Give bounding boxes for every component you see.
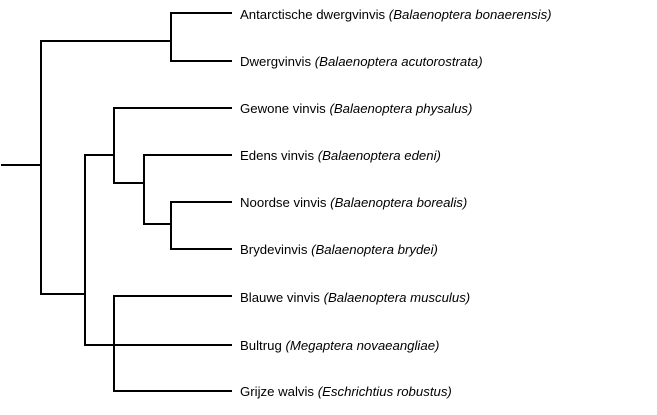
common-name: Bultrug xyxy=(240,338,282,353)
scientific-name: (Balaenoptera bonaerensis) xyxy=(389,7,552,22)
common-name: Edens vinvis xyxy=(240,148,314,163)
leaf-label-antarctische-dwergvinvis: Antarctische dwergvinvis (Balaenoptera b… xyxy=(240,7,552,22)
common-name: Brydevinvis xyxy=(240,242,308,257)
scientific-name: (Balaenoptera physalus) xyxy=(329,101,472,116)
leaf-label-blauwe-vinvis: Blauwe vinvis (Balaenoptera musculus) xyxy=(240,290,470,305)
scientific-name: (Balaenoptera edeni) xyxy=(318,148,441,163)
leaf-label-grijze-walvis: Grijze walvis (Eschrichtius robustus) xyxy=(240,384,452,399)
common-name: Grijze walvis xyxy=(240,384,314,399)
common-name: Gewone vinvis xyxy=(240,101,326,116)
leaf-labels: Antarctische dwergvinvis (Balaenoptera b… xyxy=(240,7,552,399)
scientific-name: (Balaenoptera musculus) xyxy=(324,290,471,305)
leaf-label-edens-vinvis: Edens vinvis (Balaenoptera edeni) xyxy=(240,148,441,163)
scientific-name: (Eschrichtius robustus) xyxy=(318,384,452,399)
scientific-name: (Balaenoptera borealis) xyxy=(330,195,467,210)
leaf-label-brydevinvis: Brydevinvis (Balaenoptera brydei) xyxy=(240,242,438,257)
common-name: Antarctische dwergvinvis xyxy=(240,7,386,22)
scientific-name: (Balaenoptera brydei) xyxy=(311,242,438,257)
common-name: Dwergvinvis xyxy=(240,54,311,69)
leaf-label-bultrug: Bultrug (Megaptera novaeangliae) xyxy=(240,338,439,353)
scientific-name: (Megaptera novaeangliae) xyxy=(285,338,439,353)
common-name: Noordse vinvis xyxy=(240,195,327,210)
leaf-label-noordse-vinvis: Noordse vinvis (Balaenoptera borealis) xyxy=(240,195,467,210)
tree-branches xyxy=(1,12,232,392)
leaf-label-gewone-vinvis: Gewone vinvis (Balaenoptera physalus) xyxy=(240,101,472,116)
scientific-name: (Balaenoptera acutorostrata) xyxy=(315,54,483,69)
leaf-label-dwergvinvis: Dwergvinvis (Balaenoptera acutorostrata) xyxy=(240,54,483,69)
common-name: Blauwe vinvis xyxy=(240,290,320,305)
